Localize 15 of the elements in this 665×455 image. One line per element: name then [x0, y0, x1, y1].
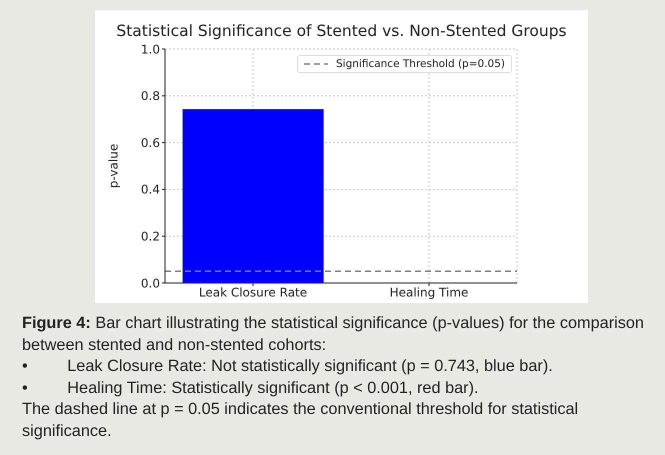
caption: Figure 4: — [22, 314, 91, 332]
text: • Healing Time: Statistically significant (p < 0.001, red bar). — [22, 378, 480, 398]
text: • Leak Closure Rate: Not statistically significant (p = 0.743, blue bar). — [22, 356, 554, 377]
y-axis-title: p-value — [106, 144, 120, 188]
y-tick-label: 0.6 — [140, 136, 160, 150]
x-tick-label: Leak Closure Rate — [198, 286, 308, 300]
chart-title: Statistical Significance of Stented vs. Non-Stented Groups — [115, 22, 568, 40]
x-tick-label: Healing Time — [390, 286, 468, 300]
y-tick-label: 0.4 — [140, 182, 160, 197]
text: The dashed line at p = 0.05 indicates the conventional threshold for statistical significance. — [22, 399, 580, 442]
y-tick-label: 0.2 — [140, 229, 160, 244]
legend-label: Significance Threshold (p=0.05) — [335, 58, 505, 70]
y-tick-label: 1.0 — [140, 42, 160, 56]
y-tick-label: 0.8 — [140, 89, 160, 104]
y-tick-label: 0.0 — [140, 276, 160, 290]
